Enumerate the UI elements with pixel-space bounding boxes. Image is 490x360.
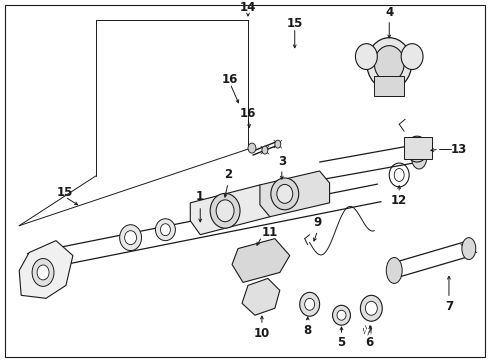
Bar [374, 76, 404, 96]
Ellipse shape [37, 265, 49, 280]
Text: 10: 10 [254, 327, 270, 339]
Ellipse shape [275, 140, 281, 148]
Ellipse shape [271, 178, 299, 210]
Text: 14: 14 [240, 1, 256, 14]
Ellipse shape [333, 305, 350, 325]
Polygon shape [190, 185, 270, 235]
Ellipse shape [277, 184, 293, 203]
Polygon shape [19, 240, 73, 298]
Polygon shape [232, 239, 290, 282]
Ellipse shape [366, 301, 377, 315]
Text: 12: 12 [391, 194, 407, 207]
Ellipse shape [155, 219, 175, 240]
Text: 4: 4 [385, 6, 393, 19]
Ellipse shape [216, 200, 234, 222]
Text: 5: 5 [338, 336, 345, 348]
Polygon shape [242, 278, 280, 315]
Ellipse shape [386, 257, 402, 283]
Ellipse shape [120, 225, 142, 251]
Ellipse shape [262, 146, 268, 154]
Ellipse shape [411, 143, 427, 169]
Text: 3: 3 [278, 154, 286, 167]
Text: 7: 7 [445, 300, 453, 313]
Text: 8: 8 [303, 324, 312, 337]
Text: 6: 6 [365, 336, 373, 348]
Text: 16: 16 [222, 73, 238, 86]
Ellipse shape [32, 258, 54, 287]
Text: 11: 11 [262, 226, 278, 239]
Ellipse shape [367, 38, 412, 89]
Ellipse shape [462, 238, 476, 260]
Ellipse shape [300, 292, 319, 316]
Text: 1: 1 [196, 190, 204, 203]
Text: 13: 13 [451, 143, 467, 156]
Text: 2: 2 [224, 168, 232, 181]
Text: 9: 9 [314, 216, 322, 229]
Ellipse shape [337, 310, 346, 320]
Bar [404, 137, 432, 159]
Text: 16: 16 [240, 107, 256, 120]
Ellipse shape [374, 46, 404, 81]
Ellipse shape [355, 44, 377, 69]
Polygon shape [260, 171, 330, 217]
Ellipse shape [360, 295, 382, 321]
Ellipse shape [406, 136, 428, 162]
Ellipse shape [124, 231, 137, 244]
Ellipse shape [160, 224, 171, 236]
Text: 15: 15 [287, 17, 303, 30]
Text: 15: 15 [57, 186, 73, 199]
Ellipse shape [248, 143, 256, 153]
Ellipse shape [401, 44, 423, 69]
Ellipse shape [305, 298, 315, 310]
Ellipse shape [210, 193, 240, 228]
